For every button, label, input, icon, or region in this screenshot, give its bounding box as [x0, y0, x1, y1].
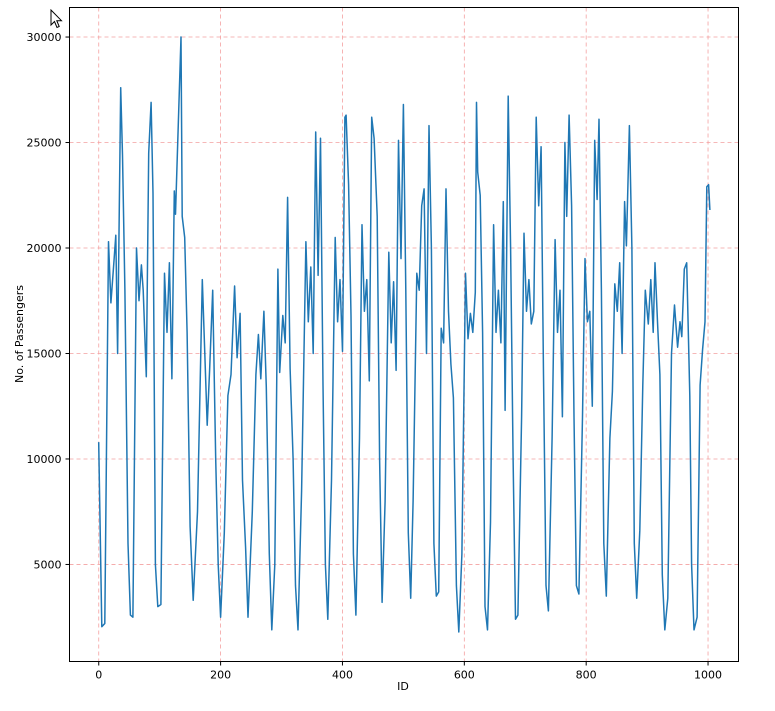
- x-tick-label: 0: [95, 669, 102, 682]
- y-tick-label: 25000: [27, 137, 62, 150]
- x-tick-label: 200: [210, 669, 231, 682]
- y-tick-label: 30000: [27, 31, 62, 44]
- x-tick-label: 400: [332, 669, 353, 682]
- plot-frame: [69, 7, 739, 662]
- grid-lines: [69, 7, 739, 662]
- y-tick-label: 5000: [34, 558, 62, 571]
- x-tick-label: 600: [454, 669, 475, 682]
- y-axis-label: No. of Passengers: [13, 285, 26, 383]
- axis-ticks: 0 200 400 600 800 1000 5000 10000 15000 20000 2500…: [27, 31, 723, 681]
- y-tick-label: 10000: [27, 453, 62, 466]
- y-tick-label: 20000: [27, 242, 62, 255]
- x-tick-label: 1000: [694, 669, 722, 682]
- mouse-pointer-icon: [50, 9, 63, 29]
- y-tick-label: 15000: [27, 347, 62, 360]
- x-axis-label: ID: [397, 680, 409, 693]
- passengers-series-line: [97, 36, 711, 633]
- x-tick-label: 800: [576, 669, 597, 682]
